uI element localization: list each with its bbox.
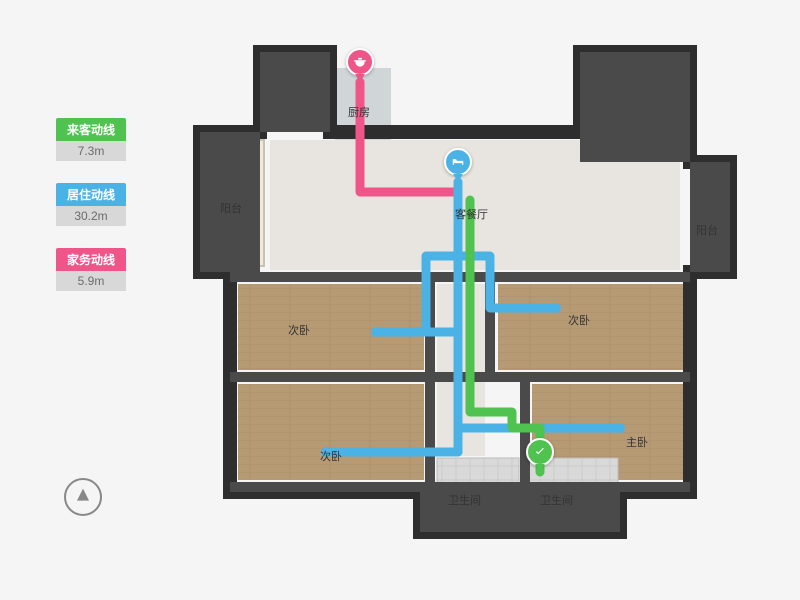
- legend-item-housework: 家务动线 5.9m: [56, 248, 126, 291]
- legend-item-living: 居住动线 30.2m: [56, 183, 126, 226]
- legend-label: 来客动线: [56, 118, 126, 141]
- room-label: 次卧: [320, 448, 342, 464]
- room-label: 厨房: [348, 104, 370, 120]
- room-label: 卫生间: [540, 492, 573, 508]
- room-label: 阳台: [696, 222, 718, 238]
- room-label: 次卧: [568, 312, 590, 328]
- pot-marker-icon: [346, 48, 374, 84]
- bed-marker-icon: [444, 148, 472, 184]
- legend-label: 家务动线: [56, 248, 126, 271]
- legend-value: 30.2m: [56, 206, 126, 226]
- room-label: 次卧: [288, 322, 310, 338]
- legend-label: 居住动线: [56, 183, 126, 206]
- room-label: 卫生间: [448, 492, 481, 508]
- legend-value: 5.9m: [56, 271, 126, 291]
- room-label: 主卧: [626, 434, 648, 450]
- legend-value: 7.3m: [56, 141, 126, 161]
- check-marker-icon: [526, 438, 554, 474]
- compass-icon: [64, 478, 102, 516]
- floor-plan: 厨房客餐厅阳台阳台次卧次卧次卧主卧卫生间卫生间: [190, 32, 750, 552]
- room-label: 阳台: [220, 200, 242, 216]
- room-label: 客餐厅: [455, 206, 488, 222]
- floor-plan-svg: [190, 32, 750, 552]
- legend-item-guest: 来客动线 7.3m: [56, 118, 126, 161]
- legend: 来客动线 7.3m 居住动线 30.2m 家务动线 5.9m: [56, 118, 126, 313]
